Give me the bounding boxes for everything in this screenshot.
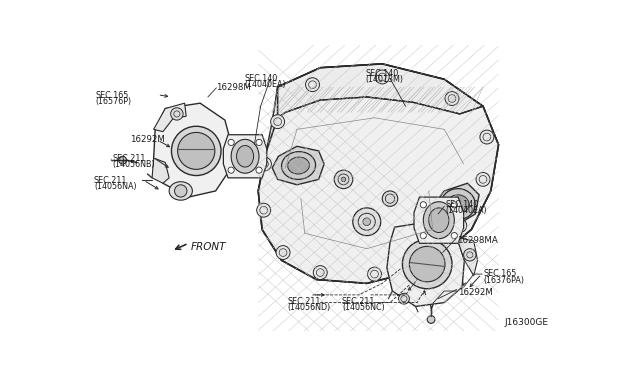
Ellipse shape (231, 140, 259, 173)
Text: 16292M: 16292M (458, 288, 493, 297)
Text: SEC.140: SEC.140 (244, 74, 278, 83)
Text: 16298M: 16298M (216, 83, 252, 92)
Circle shape (271, 115, 285, 129)
Circle shape (463, 249, 476, 261)
Text: SEC.211: SEC.211 (288, 297, 321, 306)
Circle shape (367, 267, 381, 281)
Circle shape (341, 177, 346, 182)
Circle shape (418, 250, 432, 263)
Text: (14040EA): (14040EA) (446, 206, 488, 215)
Ellipse shape (447, 195, 469, 213)
Circle shape (257, 203, 271, 217)
Circle shape (476, 173, 490, 186)
Circle shape (382, 191, 397, 206)
Circle shape (452, 219, 467, 232)
Text: 16292M: 16292M (129, 135, 164, 144)
Polygon shape (433, 183, 479, 223)
Circle shape (119, 156, 127, 164)
Circle shape (256, 140, 262, 145)
Text: SEC.211: SEC.211 (113, 154, 146, 163)
Circle shape (228, 167, 234, 173)
Polygon shape (457, 237, 477, 276)
Circle shape (175, 185, 187, 197)
Text: SEC.165: SEC.165 (483, 269, 516, 279)
Circle shape (420, 202, 426, 208)
Circle shape (353, 208, 381, 235)
Ellipse shape (423, 202, 454, 239)
Circle shape (375, 70, 389, 84)
Polygon shape (152, 158, 169, 183)
Polygon shape (154, 103, 186, 132)
Ellipse shape (172, 126, 221, 176)
Polygon shape (272, 64, 483, 122)
Text: (16576P): (16576P) (95, 97, 132, 106)
Ellipse shape (403, 240, 452, 289)
Circle shape (257, 157, 271, 171)
Ellipse shape (282, 152, 316, 179)
Ellipse shape (178, 132, 215, 169)
Polygon shape (154, 103, 231, 197)
Polygon shape (223, 135, 267, 178)
Text: SEC.140: SEC.140 (365, 69, 399, 78)
Text: SEC.211: SEC.211 (94, 176, 127, 185)
Ellipse shape (429, 208, 449, 232)
Circle shape (256, 167, 262, 173)
Circle shape (363, 218, 371, 225)
Circle shape (399, 294, 410, 304)
Polygon shape (387, 222, 465, 307)
Circle shape (228, 140, 234, 145)
Polygon shape (272, 146, 324, 185)
Ellipse shape (441, 189, 476, 219)
Text: 16298MA: 16298MA (458, 235, 498, 245)
Ellipse shape (288, 157, 309, 174)
Text: SEC.211: SEC.211 (342, 297, 375, 306)
Text: (14056NC): (14056NC) (342, 303, 385, 312)
Text: (14013M): (14013M) (365, 76, 403, 84)
Text: SEC.165: SEC.165 (95, 91, 129, 100)
Circle shape (305, 78, 319, 92)
Text: (14056NA): (14056NA) (94, 182, 136, 191)
Circle shape (334, 170, 353, 189)
Circle shape (445, 92, 459, 106)
Ellipse shape (169, 182, 193, 200)
Polygon shape (259, 64, 499, 283)
Circle shape (313, 266, 327, 279)
Circle shape (451, 232, 458, 239)
Ellipse shape (410, 246, 445, 282)
Circle shape (480, 130, 494, 144)
Circle shape (171, 108, 183, 120)
Circle shape (420, 232, 426, 239)
Circle shape (428, 316, 435, 323)
Polygon shape (259, 97, 499, 283)
Ellipse shape (237, 145, 253, 167)
Circle shape (276, 246, 290, 260)
Text: (16376PA): (16376PA) (483, 276, 524, 285)
Text: FRONT: FRONT (191, 242, 227, 252)
Polygon shape (414, 197, 463, 243)
Text: SEC.140: SEC.140 (446, 200, 479, 209)
Text: J16300GE: J16300GE (505, 318, 548, 327)
Text: (14040EA): (14040EA) (244, 80, 286, 89)
Text: (14056ND): (14056ND) (288, 303, 331, 312)
Text: (14056NB): (14056NB) (113, 160, 155, 169)
Circle shape (451, 202, 458, 208)
